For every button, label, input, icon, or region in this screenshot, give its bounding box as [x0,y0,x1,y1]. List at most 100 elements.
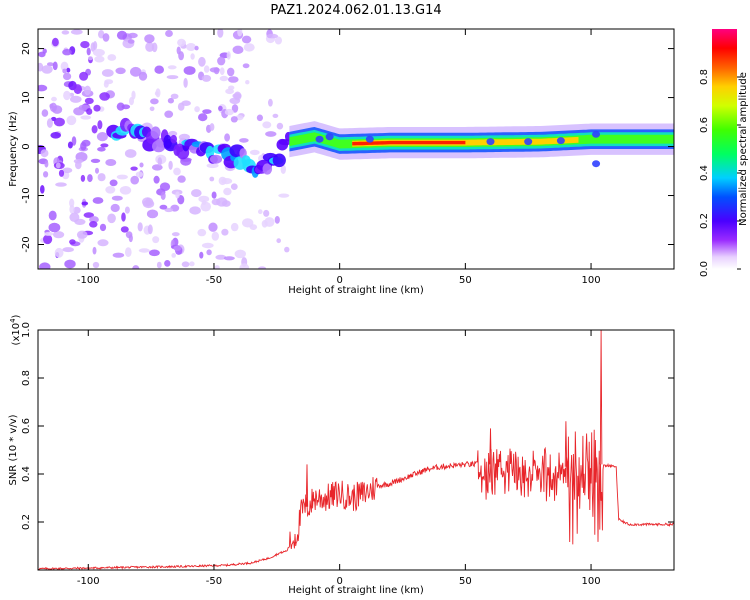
noise-blob [120,226,129,233]
noise-blob [186,43,196,51]
noise-blob [52,105,63,114]
noise-blob [69,239,76,245]
noise-blob [111,195,123,201]
colorbar-tick-label: 0.2 [699,213,710,229]
noise-blob [183,77,188,88]
noise-blob [230,116,238,123]
noise-blob [62,49,72,56]
ridge-spot [592,160,601,168]
noise-blob [177,38,186,47]
noise-blob [155,88,161,98]
noise-blob [43,171,49,178]
top-x-tick-label: 100 [581,275,600,286]
noise-blob [201,74,212,82]
noise-blob [75,160,82,170]
snr-background [38,330,674,570]
noise-blob [178,51,185,61]
top-x-tick-label: -100 [77,275,100,286]
ridge-band-red [352,140,466,146]
noise-blob [181,261,190,268]
noise-blob [92,246,97,255]
noise-blob [262,121,272,129]
noise-blob [63,90,71,101]
noise-blob [132,265,140,269]
ridge-spot [524,138,533,146]
bottom-y-exponent: (x104) [9,314,22,345]
noise-blob [221,200,231,207]
noise-blob [265,131,277,137]
bottom-y-tick-label: 0.2 [21,514,32,530]
noise-blob [86,47,91,56]
noise-blob [70,29,83,35]
noise-blob [173,245,182,251]
noise-blob [256,114,263,122]
noise-blob [213,67,220,75]
noise-blob [206,163,219,169]
noise-blob [81,201,89,206]
noise-blob [274,36,282,45]
noise-blob [110,203,120,213]
exponent-close: ) [11,314,22,318]
noise-blob [152,236,160,244]
bottom-x-tick-label: -50 [206,576,222,587]
noise-blob [86,108,93,115]
noise-blob [230,222,239,232]
noise-blob [38,84,48,92]
noise-blob [177,102,185,111]
noise-blob [92,48,105,57]
noise-blob [62,167,73,174]
noise-blob [217,56,226,66]
noise-blob [116,102,125,111]
noise-blob [202,109,212,114]
noise-blob [79,71,89,81]
noise-blob [226,51,231,60]
noise-blob [43,234,53,245]
noise-blob [144,34,155,44]
noise-blob [99,223,107,232]
noise-blob [139,162,144,168]
noise-blob [121,212,126,222]
noise-blob [55,162,61,169]
noise-blob [280,164,286,174]
noise-blob [190,53,195,60]
noise-blob [80,141,87,151]
spectrogram-frame [37,28,675,270]
noise-blob [48,210,57,221]
noise-blob [47,62,54,67]
snr-series-line [38,330,674,570]
noise-blob [53,117,65,127]
noise-blob [41,65,53,74]
noise-blob [228,85,235,91]
bottom-x-ticks: -100 -50 0 50 100 [77,330,601,587]
noise-blob [39,262,51,269]
noise-blob [218,176,227,186]
noise-blob [211,231,219,241]
noise-blob [214,265,220,269]
top-y-tick-label: -20 [21,236,32,252]
noise-blob [189,206,201,215]
exponent-base: (x10 [11,323,22,346]
noise-blob [87,174,93,183]
noise-blob [71,136,77,146]
ridge-spot [486,138,495,146]
top-y-tick-label: 20 [21,42,32,55]
snr-panel: -100 -50 0 50 100 0.2 0.4 0.6 0.8 1.0 Height of … [8,314,675,596]
noise-blob [72,206,81,214]
noise-blob [258,209,263,215]
noise-blob [127,39,135,44]
noise-blob [58,169,65,177]
noise-blob [189,261,195,267]
top-x-tick-label: -50 [206,275,222,286]
noise-blob [130,66,142,77]
noise-blob [90,158,101,163]
noise-blob [198,56,206,67]
noise-blob [171,253,176,258]
noise-blob [266,33,279,39]
noise-blob [223,256,235,261]
noise-blob [97,147,106,152]
noise-blob [124,206,130,214]
noise-blob [88,56,93,61]
noise-blob [38,62,44,72]
noise-blob [83,212,95,218]
